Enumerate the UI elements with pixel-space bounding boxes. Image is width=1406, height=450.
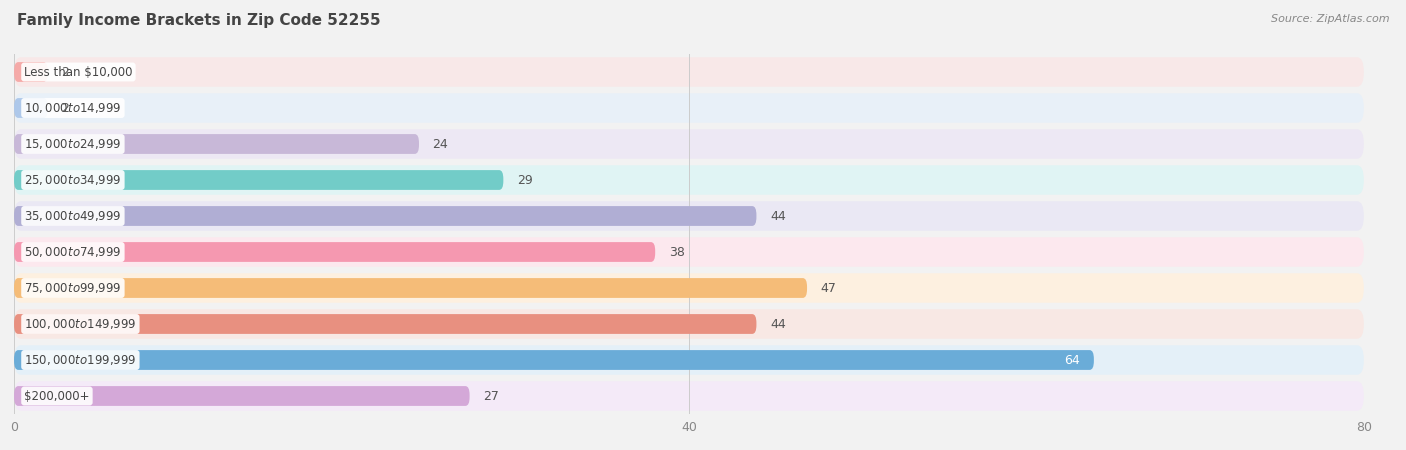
Text: $10,000 to $14,999: $10,000 to $14,999 <box>24 101 122 115</box>
FancyBboxPatch shape <box>14 62 48 82</box>
Text: 2: 2 <box>62 66 69 78</box>
FancyBboxPatch shape <box>14 386 470 406</box>
Text: $150,000 to $199,999: $150,000 to $199,999 <box>24 353 136 367</box>
Text: $35,000 to $49,999: $35,000 to $49,999 <box>24 209 122 223</box>
Text: Family Income Brackets in Zip Code 52255: Family Income Brackets in Zip Code 52255 <box>17 14 381 28</box>
FancyBboxPatch shape <box>14 201 1364 231</box>
FancyBboxPatch shape <box>14 278 807 298</box>
FancyBboxPatch shape <box>14 129 1364 159</box>
FancyBboxPatch shape <box>14 170 503 190</box>
FancyBboxPatch shape <box>14 381 1364 411</box>
FancyBboxPatch shape <box>14 206 756 226</box>
FancyBboxPatch shape <box>14 350 1094 370</box>
FancyBboxPatch shape <box>14 98 48 118</box>
Text: $75,000 to $99,999: $75,000 to $99,999 <box>24 281 122 295</box>
Text: $15,000 to $24,999: $15,000 to $24,999 <box>24 137 122 151</box>
Text: 29: 29 <box>517 174 533 186</box>
Text: $25,000 to $34,999: $25,000 to $34,999 <box>24 173 122 187</box>
FancyBboxPatch shape <box>14 237 1364 267</box>
Text: $50,000 to $74,999: $50,000 to $74,999 <box>24 245 122 259</box>
FancyBboxPatch shape <box>14 57 1364 87</box>
FancyBboxPatch shape <box>14 242 655 262</box>
Text: 24: 24 <box>433 138 449 150</box>
Text: 27: 27 <box>484 390 499 402</box>
FancyBboxPatch shape <box>14 134 419 154</box>
FancyBboxPatch shape <box>14 165 1364 195</box>
Text: 44: 44 <box>770 210 786 222</box>
Text: 64: 64 <box>1064 354 1080 366</box>
Text: $100,000 to $149,999: $100,000 to $149,999 <box>24 317 136 331</box>
FancyBboxPatch shape <box>14 273 1364 303</box>
Text: $200,000+: $200,000+ <box>24 390 90 402</box>
Text: Source: ZipAtlas.com: Source: ZipAtlas.com <box>1271 14 1389 23</box>
FancyBboxPatch shape <box>14 309 1364 339</box>
Text: 44: 44 <box>770 318 786 330</box>
Text: 2: 2 <box>62 102 69 114</box>
FancyBboxPatch shape <box>14 314 756 334</box>
Text: 47: 47 <box>821 282 837 294</box>
FancyBboxPatch shape <box>14 93 1364 123</box>
Text: 38: 38 <box>669 246 685 258</box>
FancyBboxPatch shape <box>14 345 1364 375</box>
Text: Less than $10,000: Less than $10,000 <box>24 66 132 78</box>
